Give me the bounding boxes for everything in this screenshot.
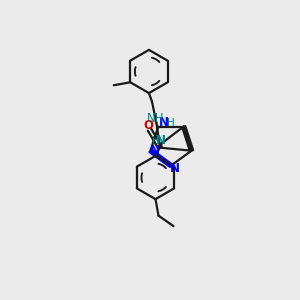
Text: O: O bbox=[143, 119, 153, 132]
Text: N: N bbox=[159, 116, 169, 129]
Text: H: H bbox=[152, 136, 159, 146]
Text: NH: NH bbox=[147, 112, 165, 125]
Text: N: N bbox=[150, 144, 160, 157]
Text: H: H bbox=[167, 118, 175, 128]
Text: N: N bbox=[156, 134, 166, 147]
Text: N: N bbox=[169, 161, 180, 175]
